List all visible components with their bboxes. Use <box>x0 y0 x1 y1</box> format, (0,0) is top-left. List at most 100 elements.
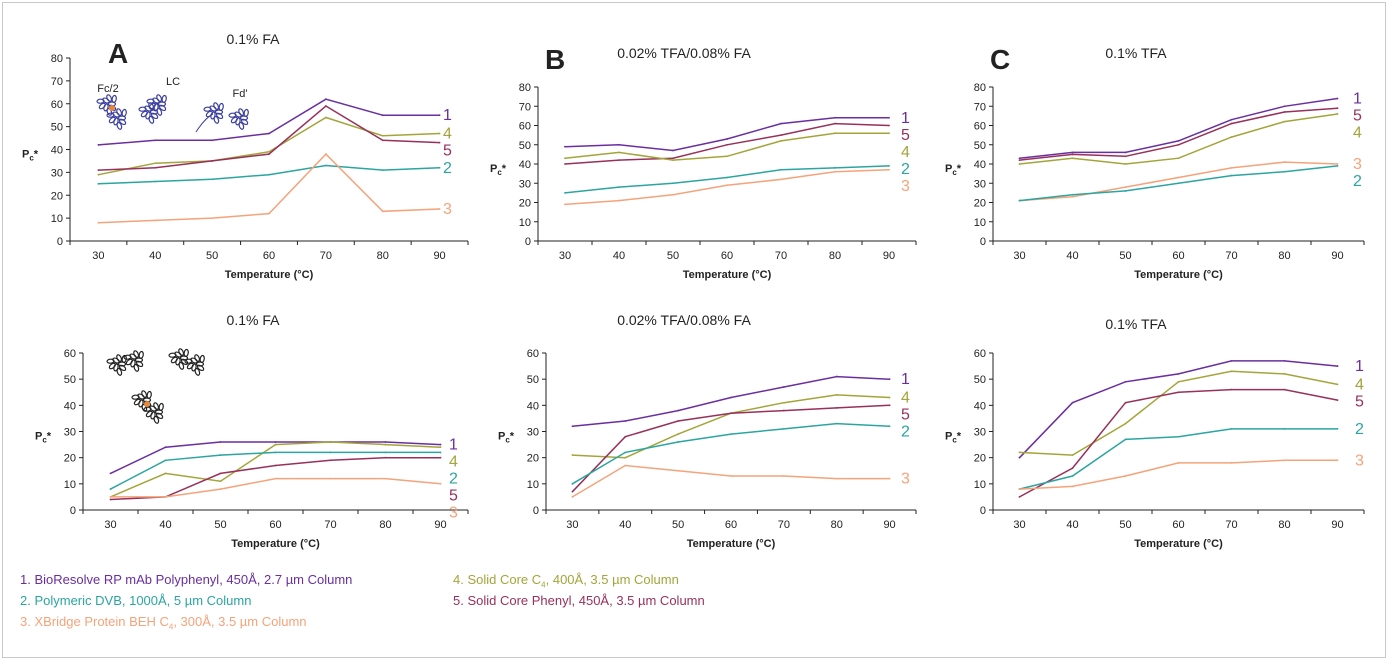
data-point <box>438 132 441 135</box>
y-tick-label: 60 <box>527 348 539 360</box>
data-point <box>329 451 332 454</box>
panel-letter-a: A <box>108 38 128 69</box>
data-point <box>1177 391 1180 394</box>
x-tick-label: 80 <box>831 519 843 531</box>
data-point <box>439 443 442 446</box>
data-point <box>888 477 891 480</box>
data-point <box>109 488 112 490</box>
structure-strand <box>153 102 159 112</box>
y-axis-label: Pc* <box>35 431 52 445</box>
data-point <box>1230 174 1233 177</box>
fragment-label-fc: Fc/2 <box>97 83 118 95</box>
y-tick-label: 30 <box>974 427 986 439</box>
data-point <box>97 182 100 185</box>
x-axis-label: Temperature (°C) <box>683 269 772 281</box>
data-point <box>154 219 157 222</box>
data-point <box>1124 401 1127 404</box>
data-point <box>1018 159 1021 162</box>
data-point <box>888 116 890 119</box>
x-tick-label: 40 <box>1066 519 1078 531</box>
series-label-2: 2 <box>901 423 910 440</box>
x-axis-label: Temperature (°C) <box>231 538 320 550</box>
y-tick-label: 70 <box>51 76 63 88</box>
data-point <box>1071 454 1074 456</box>
data-point <box>1018 456 1021 459</box>
panel-letter-c: C <box>990 44 1010 75</box>
data-point <box>672 182 674 185</box>
x-tick-label: 70 <box>1225 250 1237 262</box>
data-point <box>835 393 838 396</box>
data-point <box>672 157 674 160</box>
y-tick-label: 80 <box>974 82 986 94</box>
data-point <box>571 454 574 456</box>
lc-fragment-image <box>138 102 159 124</box>
data-point <box>439 482 442 485</box>
x-tick-label: 40 <box>1066 250 1078 262</box>
data-point <box>268 173 270 176</box>
data-point <box>268 153 270 155</box>
data-point <box>324 98 327 101</box>
data-point <box>1283 111 1286 113</box>
data-point <box>1177 380 1180 383</box>
chart-panel-2: 0 10 20 30 40 50 60 70 80 30 40 50 60 70 80 90 Temperatu… <box>490 45 917 281</box>
data-point <box>726 184 728 187</box>
x-tick-label: 80 <box>829 250 841 262</box>
series-label-3: 3 <box>449 505 458 522</box>
chart-title: 0.02% TFA/0.08% FA <box>617 312 751 328</box>
structure-strand <box>111 94 117 104</box>
x-tick-label: 60 <box>1172 250 1184 262</box>
series-line-4 <box>1019 370 1338 456</box>
data-point <box>384 451 387 454</box>
data-point <box>1230 388 1233 391</box>
data-point <box>1018 496 1021 498</box>
data-point <box>97 169 100 171</box>
x-tick-label: 90 <box>883 250 895 262</box>
data-point <box>571 482 574 485</box>
structure-strand <box>116 354 123 362</box>
structure-strand <box>150 112 159 120</box>
series-line-5 <box>1019 388 1338 498</box>
data-point <box>888 396 891 399</box>
data-point <box>730 412 732 415</box>
series-label-3: 3 <box>1353 156 1362 173</box>
x-tick-label: 50 <box>206 250 218 262</box>
structure-strand <box>156 94 163 102</box>
y-tick-label: 40 <box>974 400 986 412</box>
y-tick-label: 40 <box>974 159 986 171</box>
data-point <box>274 451 277 454</box>
data-point <box>1230 122 1233 125</box>
data-point <box>1336 107 1339 110</box>
y-tick-label: 50 <box>64 374 76 386</box>
data-point <box>274 443 277 446</box>
series-line-3 <box>110 477 441 498</box>
data-point <box>888 165 890 167</box>
structure-strand <box>213 102 220 110</box>
data-point <box>730 475 732 477</box>
x-tick-label: 60 <box>721 250 733 262</box>
fc-fragment-image <box>106 108 127 130</box>
data-point <box>1336 365 1339 367</box>
data-point <box>1124 475 1127 477</box>
x-axis-label: Temperature (°C) <box>1134 538 1223 550</box>
series-label-4: 4 <box>449 454 458 471</box>
y-tick-label: 70 <box>519 101 531 113</box>
y-tick-label: 40 <box>527 400 539 412</box>
structure-strand <box>155 412 164 420</box>
y-tick-label: 10 <box>519 217 531 229</box>
structure-strand <box>186 362 194 370</box>
data-point <box>834 170 836 173</box>
structure-strand <box>108 116 116 124</box>
data-point <box>571 490 574 493</box>
y-tick-label: 50 <box>974 374 986 386</box>
chart-panel-3: 0 10 20 30 40 50 60 70 80 30 40 50 60 70 80 90 Temperatu… <box>945 45 1365 281</box>
data-point <box>1177 182 1180 185</box>
x-tick-label: 30 <box>1013 250 1025 262</box>
data-point <box>1230 370 1233 373</box>
series-label-2: 2 <box>449 471 458 488</box>
structure-strand <box>118 364 127 372</box>
data-point <box>219 454 222 456</box>
data-point <box>1071 151 1074 154</box>
series-line-2 <box>564 165 890 194</box>
structure-strand <box>140 110 148 118</box>
data-point <box>1071 485 1074 488</box>
